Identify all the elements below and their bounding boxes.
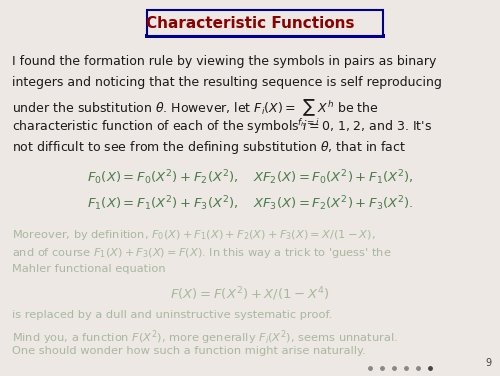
Text: $F_0(X) = F_0(X^2) + F_2(X^2),\quad XF_2(X) = F_0(X^2) + F_1(X^2),$: $F_0(X) = F_0(X^2) + F_2(X^2),\quad XF_2… [86, 168, 413, 187]
Text: One should wonder how such a function might arise naturally.: One should wonder how such a function mi… [12, 346, 366, 356]
Text: characteristic function of each of the symbols $i = 0$, 1, 2, and 3. It's: characteristic function of each of the s… [12, 118, 432, 135]
Bar [147, 10, 383, 36]
Text: is replaced by a dull and uninstructive systematic proof.: is replaced by a dull and uninstructive … [12, 310, 332, 320]
Text: under the substitution $\theta$. However, let $F_i(X) = \sum_{f_h=i} X^h$ be the: under the substitution $\theta$. However… [12, 97, 378, 129]
Text: not difficult to see from the defining substitution $\theta$, that in fact: not difficult to see from the defining s… [12, 139, 406, 156]
Text: 9: 9 [486, 358, 492, 368]
Text: Mind you, a function $F(X^2)$, more generally $F_i(X^2)$, seems unnatural.: Mind you, a function $F(X^2)$, more gene… [12, 328, 398, 347]
Bar [145, 34, 385, 38]
Text: $F(X) = F(X^2) + X/(1-X^4)$: $F(X) = F(X^2) + X/(1-X^4)$ [170, 285, 330, 303]
Text: I found the formation rule by viewing the symbols in pairs as binary: I found the formation rule by viewing th… [12, 55, 436, 68]
Text: Mahler functional equation: Mahler functional equation [12, 264, 166, 274]
Text: and of course $F_1(X)+F_3(X) = F(X)$. In this way a trick to 'guess' the: and of course $F_1(X)+F_3(X) = F(X)$. In… [12, 246, 392, 260]
Text: $F_1(X) = F_1(X^2) + F_3(X^2),\quad XF_3(X) = F_2(X^2) + F_3(X^2).$: $F_1(X) = F_1(X^2) + F_3(X^2),\quad XF_3… [86, 194, 413, 213]
Text: Moreover, by definition, $F_0(X)+F_1(X)+F_2(X)+F_3(X) = X/(1-X)$,: Moreover, by definition, $F_0(X)+F_1(X)+… [12, 228, 376, 242]
Text: integers and noticing that the resulting sequence is self reproducing: integers and noticing that the resulting… [12, 76, 442, 89]
Text: Characteristic Functions: Characteristic Functions [146, 17, 354, 32]
